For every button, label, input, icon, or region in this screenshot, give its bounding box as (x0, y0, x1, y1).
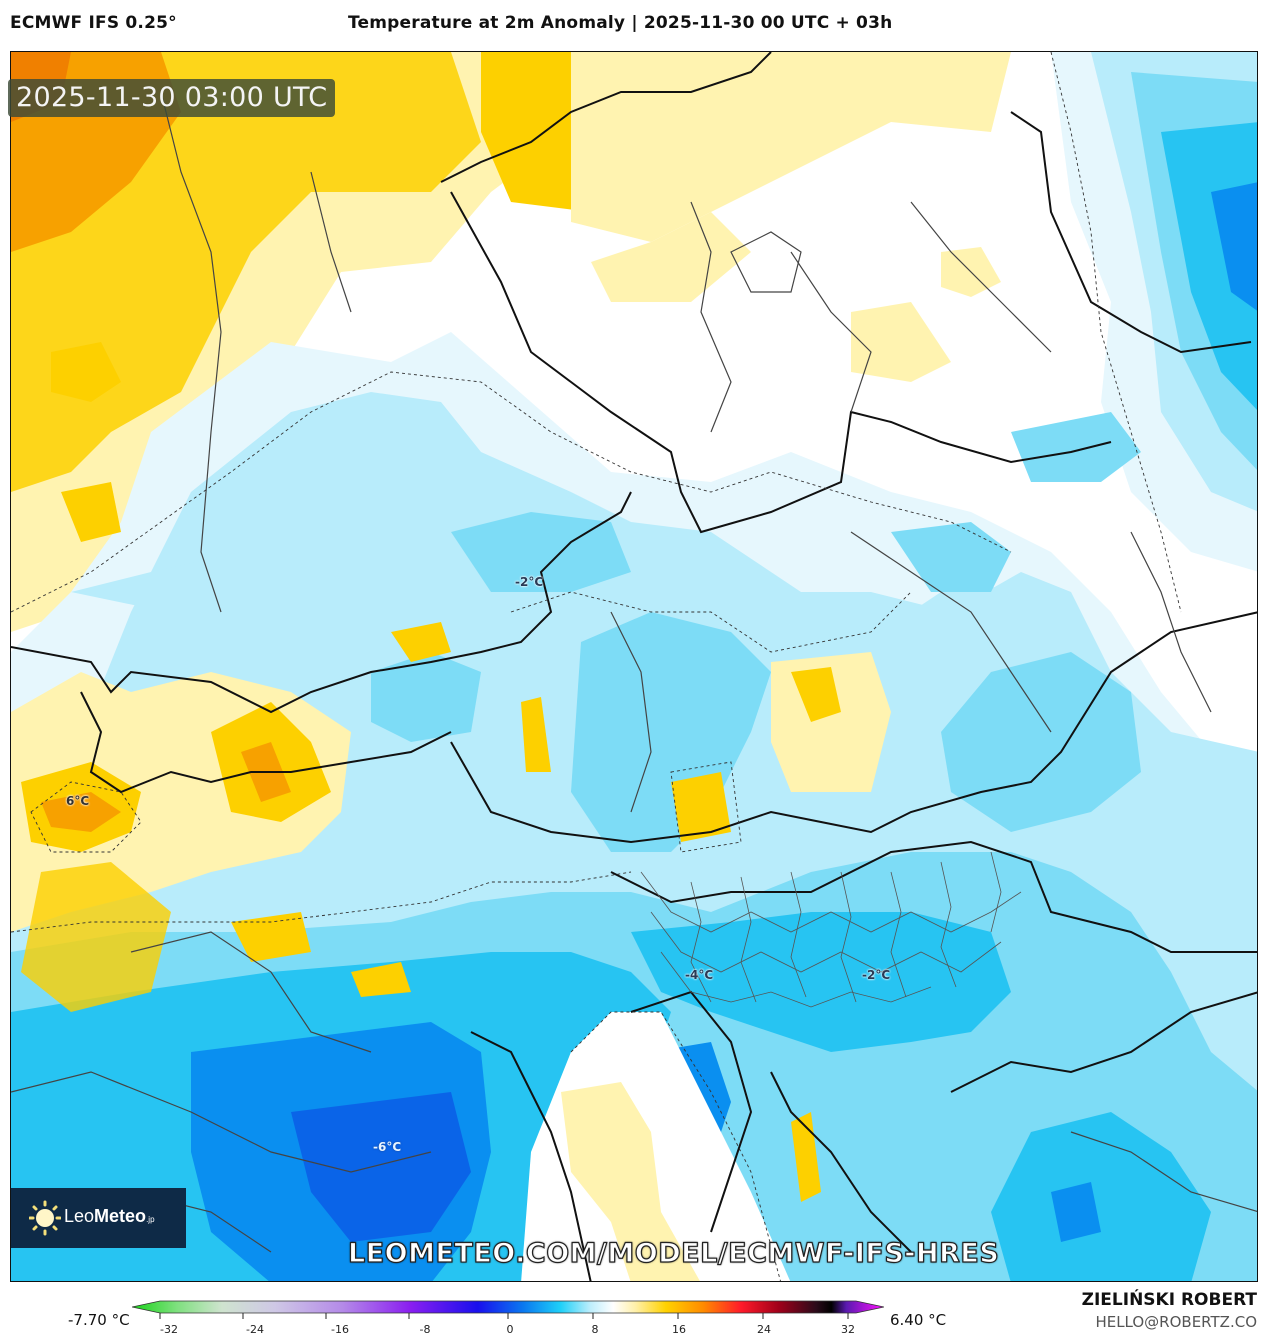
sun-icon (29, 1200, 61, 1236)
colorbar-tick: -8 (419, 1323, 431, 1336)
contour-label: -4°C (685, 968, 714, 982)
logo-wordmark: LeoMeteo.jp (64, 1206, 155, 1226)
chart-title: Temperature at 2m Anomaly | 2025-11-30 0… (348, 13, 893, 33)
colorbar-tick: -24 (246, 1323, 264, 1336)
colorbar-tick: 16 (672, 1323, 686, 1336)
colorbar-tick: 8 (591, 1323, 599, 1336)
field-max-label: 6.40 °C (890, 1311, 947, 1329)
map-field (11, 52, 1257, 1281)
colorbar-tick: 0 (506, 1323, 514, 1336)
colorbar-tick: 32 (841, 1323, 855, 1336)
author-email[interactable]: HELLO@ROBERTZ.CO (1095, 1313, 1257, 1331)
colorbar-tick: -32 (160, 1323, 178, 1336)
valid-time-badge: 2025-11-30 03:00 UTC (8, 79, 336, 117)
watermark-url: LEOMETEO.COM/MODEL/ECMWF-IFS-HRES (347, 1237, 1000, 1269)
contour-label: -2°C (862, 968, 891, 982)
model-name: ECMWF IFS 0.25° (10, 13, 177, 33)
temperature-anomaly-map[interactable] (10, 51, 1258, 1282)
author-name: ZIELIŃSKI ROBERT (1081, 1290, 1257, 1310)
contour-label: -2°C (515, 575, 544, 589)
colorbar (131, 1299, 885, 1325)
colorbar-tick: -16 (331, 1323, 349, 1336)
contour-label: 6°C (66, 794, 90, 808)
contour-label: -6°C (373, 1140, 402, 1154)
colorbar-tick: 24 (757, 1323, 771, 1336)
field-min-label: -7.70 °C (68, 1311, 130, 1329)
leometeo-logo[interactable]: LeoMeteo.jp (11, 1188, 186, 1248)
